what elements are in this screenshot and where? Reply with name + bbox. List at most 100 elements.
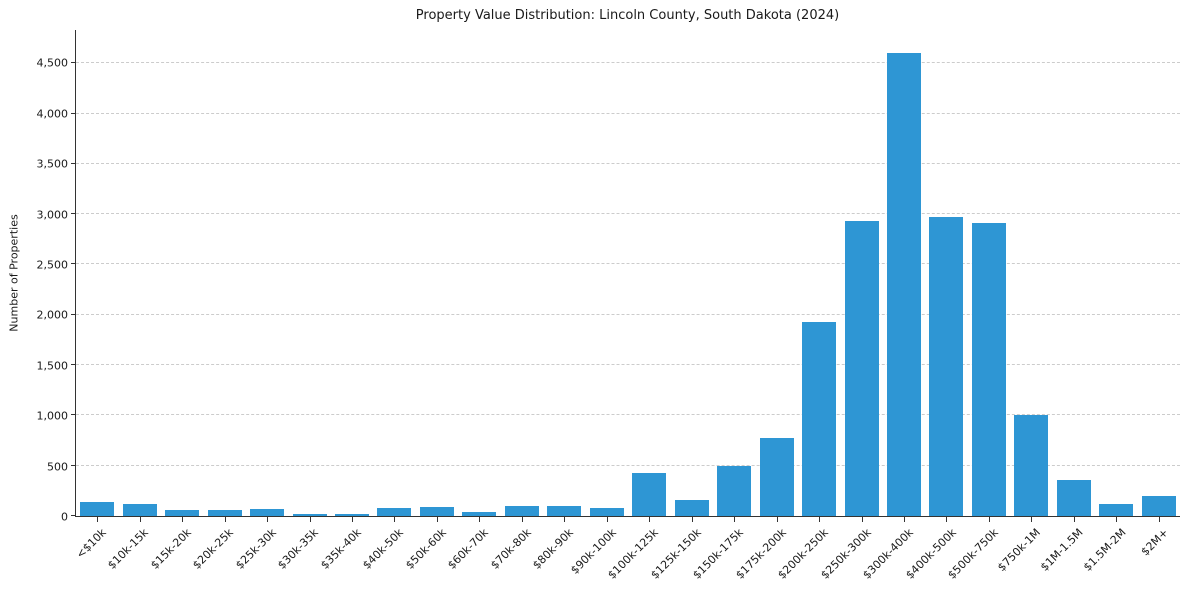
x-tick-label: $30k-35k: [275, 526, 321, 572]
gridline: [76, 414, 1180, 416]
x-tick-label: $35k-40k: [317, 526, 364, 572]
bar-$50k-60k: [419, 506, 454, 516]
x-tick-label: $15k-20k: [147, 526, 194, 572]
bar-$150k-175k: [717, 466, 752, 516]
y-tick-label: 3,000: [36, 208, 69, 222]
y-tick-mark: [71, 414, 76, 416]
bar-$40k-50k: [377, 507, 412, 516]
x-tick-label: $40k-50k: [360, 526, 406, 572]
y-tick-label: 4,500: [36, 56, 69, 70]
x-tick-mark: [394, 517, 396, 522]
gridline: [76, 162, 1180, 164]
gridline: [76, 364, 1180, 366]
x-tick-mark: [734, 517, 736, 522]
y-tick-mark: [71, 263, 76, 265]
y-tick-label: 500: [47, 460, 68, 474]
x-tick-mark: [1073, 517, 1075, 522]
x-tick-mark: [904, 517, 905, 522]
x-tick-mark: [352, 517, 353, 522]
x-tick-mark: [1031, 517, 1033, 522]
x-tick-mark: [606, 517, 608, 522]
y-tick-label: 1,500: [36, 359, 69, 373]
bar-$90k-100k: [589, 507, 624, 516]
y-tick-mark: [71, 364, 76, 366]
x-axis-ticks: <$10k $10k-15k $15k-20k $20k-25k $25k-30k $30…: [73, 518, 1180, 590]
bar-$1.5M-2M: [1099, 503, 1134, 516]
gridline: [76, 62, 1180, 64]
x-tick-mark: [182, 517, 184, 522]
x-tick-label: <$10k: [73, 526, 109, 562]
bar-$500k-750k: [971, 223, 1006, 516]
x-tick-mark: [649, 517, 651, 522]
y-tick-label: 1,000: [36, 409, 69, 423]
x-tick-label: $20k-25k: [190, 526, 236, 572]
x-tick-mark: [988, 517, 990, 522]
x-tick-label: $50k-60k: [402, 526, 449, 572]
bar-$30k-35k: [292, 514, 327, 516]
bar-$400k-500k: [929, 216, 964, 516]
bar-$60k-70k: [462, 512, 497, 516]
gridline: [76, 263, 1180, 265]
bar-$35k-40k: [335, 513, 369, 516]
x-tick-label: $25k-30k: [232, 526, 279, 572]
x-tick-label: $2M+: [1138, 526, 1171, 559]
x-tick-mark: [691, 517, 693, 522]
y-tick-label: 3,500: [36, 157, 69, 171]
bar-$125k-150k: [674, 499, 709, 516]
x-tick-mark: [564, 517, 566, 522]
y-tick-label: 0: [61, 510, 68, 524]
x-tick-mark: [1158, 517, 1160, 522]
chart-title: Property Value Distribution: Lincoln Cou…: [415, 8, 840, 23]
bar-$175k-200k: [759, 437, 794, 516]
x-tick-mark: [819, 517, 821, 522]
x-tick-mark: [479, 517, 481, 522]
gridline: [76, 313, 1180, 315]
y-tick-mark: [71, 62, 76, 64]
x-tick-mark: [97, 517, 99, 522]
x-tick-mark: [521, 517, 523, 522]
x-tick-mark: [309, 517, 311, 522]
x-tick-label: $1M-1.5M: [1038, 526, 1086, 574]
y-tick-mark: [71, 464, 76, 466]
x-tick-mark: [861, 517, 863, 522]
bar-$10k-15k: [122, 503, 157, 516]
y-tick-mark: [71, 112, 76, 114]
bar-$20k-25k: [207, 509, 242, 516]
bar-$70k-80k: [504, 505, 539, 516]
bar-$200k-250k: [802, 322, 837, 516]
bar-$300k-400k: [887, 53, 921, 516]
bar-$750k-1M: [1014, 415, 1049, 516]
bar-$250k-300k: [844, 221, 879, 516]
bar-$1M-1.5M: [1056, 480, 1091, 516]
gridline: [76, 464, 1180, 466]
bar-$100k-125k: [632, 472, 667, 516]
gridline: [76, 112, 1180, 114]
x-tick-mark: [1116, 517, 1118, 522]
x-tick-mark: [139, 517, 141, 522]
plot-area: [71, 30, 1180, 522]
x-tick-label: $750k-1M: [995, 526, 1044, 574]
y-tick-label: 2,500: [36, 258, 69, 272]
y-tick-label: 4,000: [36, 107, 69, 121]
bar-$25k-30k: [250, 508, 285, 516]
x-tick-mark: [224, 517, 226, 522]
gridline: [76, 213, 1180, 215]
bar-$2M+: [1141, 495, 1176, 516]
y-tick-label: 2,000: [36, 308, 69, 322]
x-tick-label: $70k-80k: [487, 526, 534, 572]
x-tick-mark: [267, 517, 269, 522]
x-tick-mark: [436, 517, 438, 522]
bar-<$10k: [80, 501, 115, 516]
x-tick-mark: [776, 517, 778, 522]
y-axis-ticks: 0 500 1,000 1,500 2,000 2,500 3,000 3,500 4,000 4…: [0, 30, 69, 523]
bar-$15k-20k: [165, 509, 200, 516]
y-tick-mark: [71, 162, 76, 164]
x-tick-mark: [946, 517, 948, 522]
y-tick-mark: [71, 313, 76, 315]
x-tick-label: $10k-15k: [105, 526, 151, 572]
y-tick-mark: [71, 515, 76, 516]
bar-$80k-90k: [547, 505, 582, 516]
x-tick-label: $60k-70k: [445, 526, 491, 572]
y-tick-mark: [71, 213, 76, 215]
x-tick-label: $1.5M-2M: [1080, 526, 1129, 574]
